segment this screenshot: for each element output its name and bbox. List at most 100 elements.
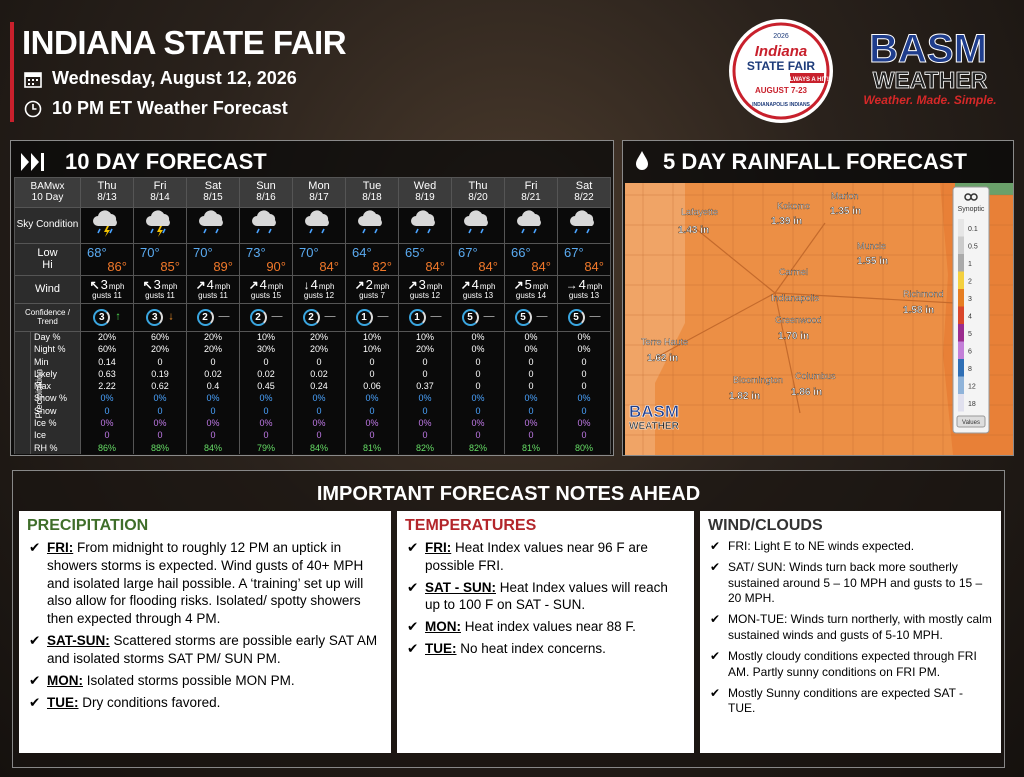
rain-drop [203, 228, 207, 234]
precip-value: 2.22 [80, 380, 134, 393]
sky-icon [570, 210, 594, 234]
day-date: 8/16 [256, 192, 276, 204]
day-date: 8/14 [150, 192, 170, 204]
wind-cell: ↗4mph gusts 11 [186, 275, 240, 304]
wind-cell: ↗3mph gusts 12 [398, 275, 452, 304]
rain-drop [415, 228, 419, 234]
note-lead: TUE: [425, 641, 457, 657]
note-item: ✔ Mostly Sunny conditions are expected SA… [708, 686, 993, 718]
panel-title: 5 DAY RAINFALL FORECAST [663, 149, 967, 174]
wind-speed: 4 [310, 277, 318, 293]
legend-level: 12 [968, 384, 976, 391]
wind-arrow: ↖ [89, 278, 100, 293]
precip-row: Max 2.22 0.62 0.4 0.45 0.24 0.06 0.37 0 0 0 [15, 380, 611, 393]
note-item: ✔ FRI: Heat Index values near 96 F are po… [405, 539, 686, 575]
drop-icon [636, 151, 648, 170]
wind-arrow: ↗ [354, 278, 365, 293]
precip-value: 0.02 [239, 368, 293, 381]
day-date: 8/18 [362, 192, 382, 204]
precip-value: 0% [292, 392, 346, 406]
row-label-text: Confidence / Trend [25, 308, 70, 326]
note-text: SAT/ SUN: Winds turn back more southerly… [728, 559, 983, 606]
check-mark: ✔ [29, 633, 41, 649]
watermark-sub: WEATHER [629, 421, 680, 432]
precip-value: 0% [451, 331, 505, 344]
precip-value: 0 [557, 380, 611, 393]
wind-arrow: ↗ [407, 278, 418, 293]
note-text: Heat index values near 88 F. [464, 619, 636, 635]
corner-label: 10 Day [31, 191, 64, 203]
precip-value: 0 [504, 368, 558, 381]
check-mark: ✔ [407, 540, 419, 555]
precip-value: 0% [451, 392, 505, 406]
wind-arrow: ↓ [303, 278, 310, 293]
trend: — [324, 310, 336, 323]
note-lead: FRI: [47, 540, 74, 555]
low-temp: 70° [193, 244, 213, 260]
rain-drop [97, 228, 101, 234]
precip-row: Ice % 0% 0% 0% 0% 0% 0% 0% 0% 0% 0% [15, 417, 611, 430]
row-label: Low Hi [14, 243, 81, 276]
hi-temp: 84° [584, 258, 604, 274]
precip-row: Likely 0.63 0.19 0.02 0.02 0.02 0 0 0 0 0 [15, 368, 611, 381]
cloud [517, 210, 541, 227]
rain-drop [521, 228, 525, 234]
precip-value: 0.24 [292, 380, 346, 393]
confidence-cell: 2— [292, 303, 346, 332]
low-temp: 65° [405, 244, 425, 260]
sky-icon [199, 210, 223, 234]
row-label: Night % [30, 343, 81, 357]
precip-value: 20% [292, 331, 346, 344]
confidence-ring: 3 [146, 309, 164, 326]
precip-value: 0 [451, 380, 505, 393]
sky-icon [464, 210, 488, 234]
precip-value: 80% [557, 442, 611, 455]
sky-cell [345, 207, 399, 244]
date: Wednesday, August 12, 2026 [52, 68, 297, 88]
precip-value: 0% [239, 417, 293, 430]
precip-value: 0 [345, 356, 399, 369]
cloud [199, 210, 223, 227]
precip-value: 0.62 [133, 380, 187, 393]
sky-cell [186, 207, 240, 244]
row-label: Wind [14, 275, 81, 304]
precip-value: 0 [239, 405, 293, 418]
rain-amount: 1.86 in [791, 387, 822, 398]
ten-day-panel: 10 DAY FORECAST BAMwx 10 Day Thu 8/13 Fri 8/1… [10, 140, 614, 456]
wind-top: ↗4mph [240, 278, 292, 292]
precip-value: 0.45 [239, 380, 293, 393]
confidence-cell: 3 ↑ [80, 303, 134, 332]
precip-value: 0 [451, 429, 505, 443]
rain-amount: 1.70 in [778, 331, 809, 342]
note-heading: TEMPERATURES [405, 517, 537, 534]
trend: ↑ [115, 310, 121, 323]
legend-swatch [958, 376, 964, 394]
wind-top: ↗3mph [399, 278, 451, 292]
legend-swatch [958, 289, 964, 307]
confidence-cell: 5— [557, 303, 611, 332]
precip-value: 20% [80, 331, 134, 344]
note-list: ✔ FRI: Heat Index values near 96 F are po… [405, 539, 686, 658]
cloud [93, 210, 117, 227]
day-cell: Tue 8/18 [345, 177, 399, 208]
wind-speed: 2 [365, 277, 373, 293]
day-name: Thu [97, 180, 117, 193]
check-mark: ✔ [710, 612, 721, 627]
confidence-ring: 3 [93, 309, 111, 326]
legend-swatch [958, 306, 964, 324]
road [654, 222, 956, 414]
note-item: ✔ Mostly cloudy conditions expected throu… [708, 649, 993, 681]
precip-value: 82% [398, 442, 452, 455]
basm-logo: BASM WEATHER Weather. Made. Simple. [863, 28, 996, 107]
note-text: Isolated storms possible MON PM. [86, 672, 295, 688]
city-name: Greenwood [775, 315, 822, 325]
confidence-cell: 1— [345, 303, 399, 332]
temp-cell: 66° 84° [504, 243, 558, 276]
rainfall-map: Lafayette 1.43 in Kokomo 1.39 in Marion 1.35 … [625, 183, 1013, 455]
row-label: Sky Condition [14, 207, 81, 244]
precip-value: 0 [451, 405, 505, 418]
day-name: Thu [468, 180, 488, 193]
sky-cell [80, 207, 134, 244]
note-lead: SAT-SUN: [47, 633, 110, 649]
